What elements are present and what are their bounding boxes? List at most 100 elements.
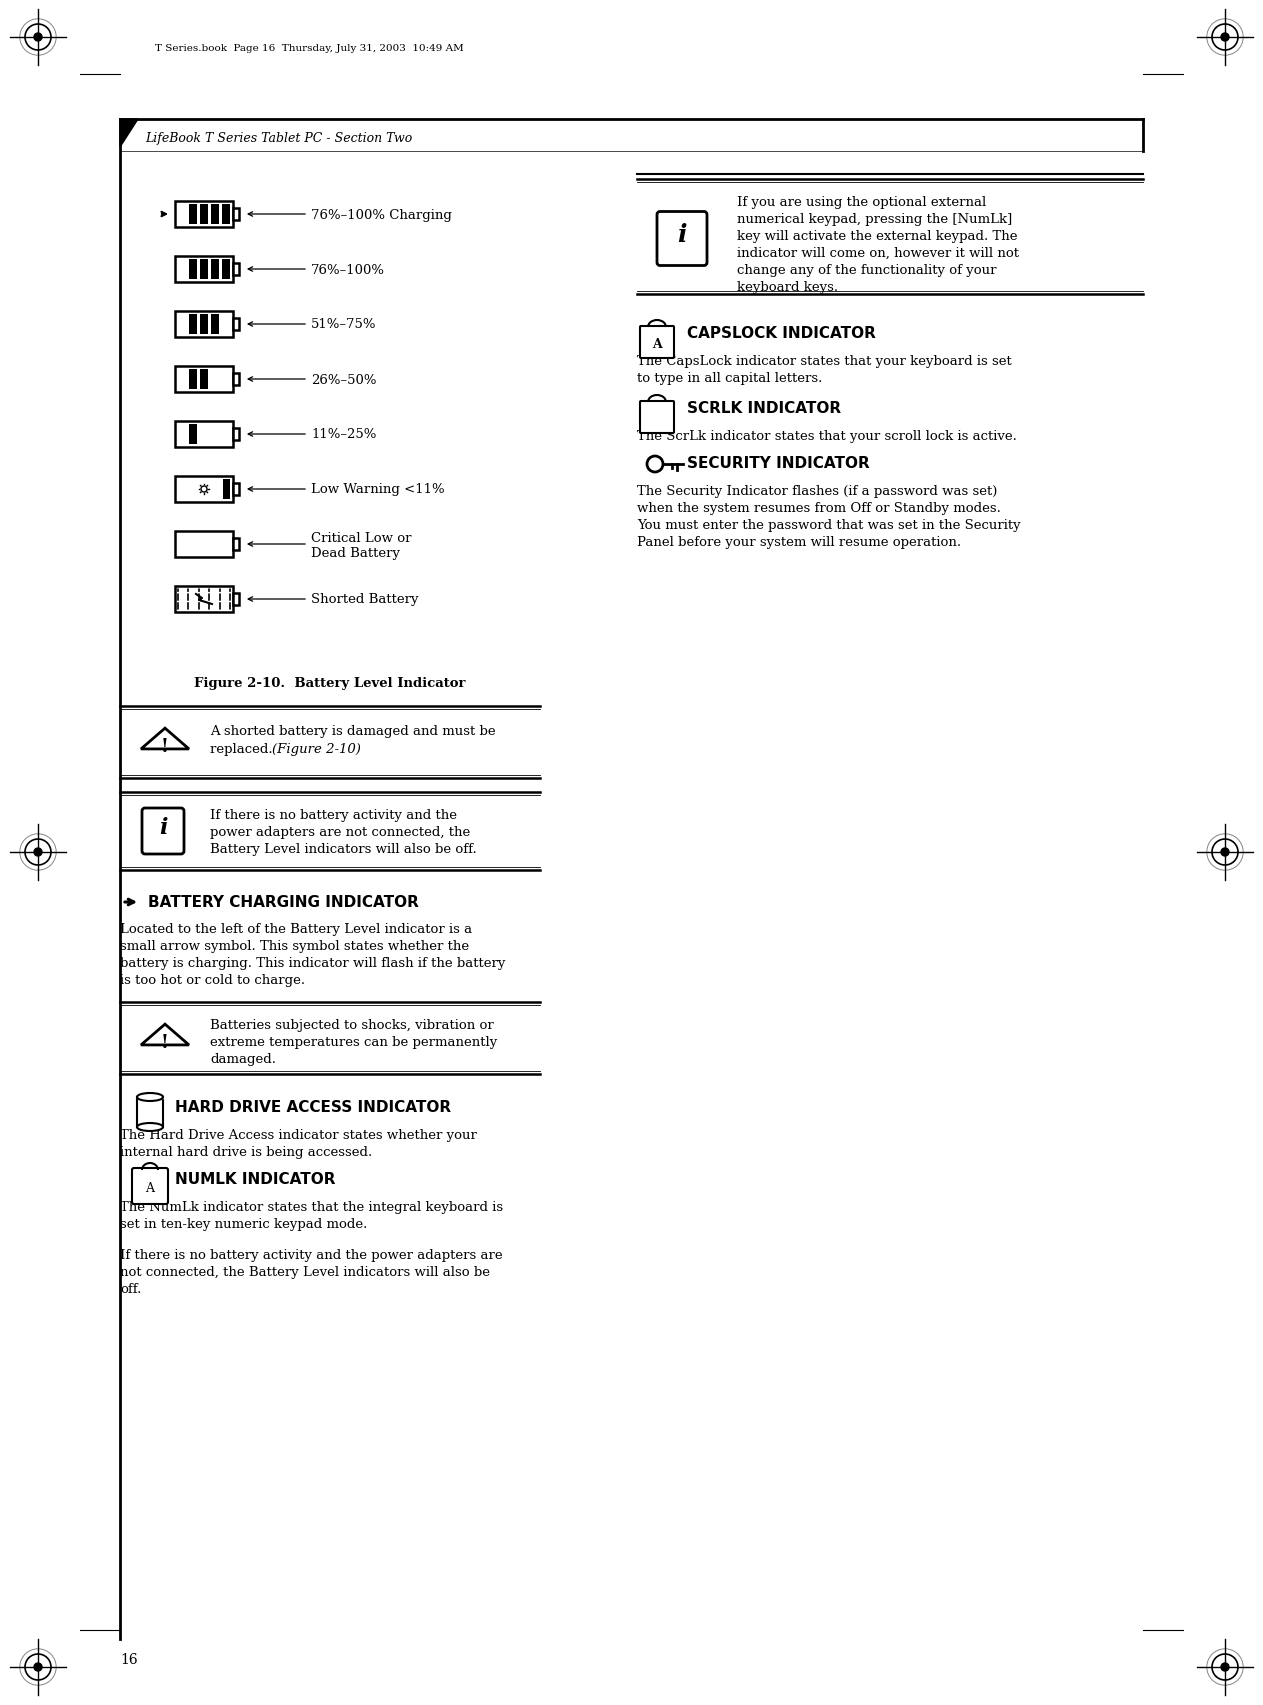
Text: when the system resumes from Off or Standby modes.: when the system resumes from Off or Stan… — [637, 501, 1000, 515]
Bar — [222, 205, 230, 225]
Text: set in ten-key numeric keypad mode.: set in ten-key numeric keypad mode. — [120, 1217, 368, 1231]
Bar — [189, 370, 197, 390]
Text: BATTERY CHARGING INDICATOR: BATTERY CHARGING INDICATOR — [148, 895, 419, 909]
Bar — [211, 315, 218, 334]
Bar — [232, 428, 239, 440]
Text: SECURITY INDICATOR: SECURITY INDICATOR — [687, 455, 870, 471]
Bar — [200, 259, 208, 280]
Text: A shorted battery is damaged and must be: A shorted battery is damaged and must be — [210, 725, 495, 738]
Circle shape — [1207, 1649, 1243, 1685]
Text: 76%–100%: 76%–100% — [311, 263, 385, 276]
Text: indicator will come on, however it will not: indicator will come on, however it will … — [738, 247, 1019, 259]
Text: Panel before your system will resume operation.: Panel before your system will resume ope… — [637, 535, 961, 549]
Bar — [176, 421, 232, 448]
Text: If there is no battery activity and the: If there is no battery activity and the — [210, 808, 457, 822]
Circle shape — [21, 20, 56, 55]
Bar — [232, 319, 239, 331]
Text: numerical keypad, pressing the [NumLk]: numerical keypad, pressing the [NumLk] — [738, 213, 1012, 225]
Bar — [222, 259, 230, 280]
Text: You must enter the password that was set in the Security: You must enter the password that was set… — [637, 518, 1021, 532]
Text: Figure 2-10.  Battery Level Indicator: Figure 2-10. Battery Level Indicator — [195, 677, 466, 689]
Text: keyboard keys.: keyboard keys. — [738, 281, 839, 293]
Bar — [232, 539, 239, 551]
Bar — [176, 532, 232, 558]
Circle shape — [34, 849, 42, 856]
Bar — [224, 479, 230, 500]
Text: battery is charging. This indicator will flash if the battery: battery is charging. This indicator will… — [120, 957, 505, 970]
Text: is too hot or cold to charge.: is too hot or cold to charge. — [120, 974, 306, 987]
Text: 51%–75%: 51%–75% — [311, 319, 376, 331]
Text: Located to the left of the Battery Level indicator is a: Located to the left of the Battery Level… — [120, 922, 472, 936]
Text: power adapters are not connected, the: power adapters are not connected, the — [210, 825, 470, 839]
Circle shape — [201, 486, 207, 493]
Bar — [232, 373, 239, 385]
Text: (Figure 2-10): (Figure 2-10) — [272, 743, 361, 755]
Text: The CapsLock indicator states that your keyboard is set: The CapsLock indicator states that your … — [637, 355, 1012, 368]
Circle shape — [21, 835, 56, 870]
Text: Shorted Battery: Shorted Battery — [311, 593, 418, 607]
Circle shape — [1207, 835, 1242, 870]
Bar — [176, 367, 232, 392]
FancyBboxPatch shape — [141, 808, 184, 854]
Text: Dead Battery: Dead Battery — [311, 547, 400, 561]
Bar — [200, 205, 208, 225]
Bar — [232, 484, 239, 496]
Text: NUMLK INDICATOR: NUMLK INDICATOR — [176, 1171, 336, 1187]
Bar — [176, 477, 232, 503]
Text: Low Warning <11%: Low Warning <11% — [311, 483, 445, 496]
Text: CAPSLOCK INDICATOR: CAPSLOCK INDICATOR — [687, 326, 875, 341]
Circle shape — [1221, 34, 1229, 43]
Circle shape — [1207, 20, 1242, 55]
Text: If there is no battery activity and the power adapters are: If there is no battery activity and the … — [120, 1248, 503, 1262]
Text: LifeBook T Series Tablet PC - Section Two: LifeBook T Series Tablet PC - Section Tw… — [145, 131, 412, 145]
Text: replaced.: replaced. — [210, 743, 277, 755]
Text: The ScrLk indicator states that your scroll lock is active.: The ScrLk indicator states that your scr… — [637, 430, 1017, 443]
Text: extreme temperatures can be permanently: extreme temperatures can be permanently — [210, 1035, 498, 1049]
Bar — [189, 425, 197, 445]
Text: change any of the functionality of your: change any of the functionality of your — [738, 264, 997, 276]
FancyBboxPatch shape — [657, 213, 707, 266]
Text: The NumLk indicator states that the integral keyboard is: The NumLk indicator states that the inte… — [120, 1200, 503, 1214]
Polygon shape — [120, 119, 138, 148]
Circle shape — [20, 834, 56, 871]
Bar — [232, 264, 239, 276]
Text: T Series.book  Page 16  Thursday, July 31, 2003  10:49 AM: T Series.book Page 16 Thursday, July 31,… — [155, 43, 464, 53]
Bar — [200, 315, 208, 334]
Bar — [176, 201, 232, 228]
Text: key will activate the external keypad. The: key will activate the external keypad. T… — [738, 230, 1018, 242]
Circle shape — [1207, 20, 1243, 56]
Circle shape — [34, 34, 42, 43]
Text: not connected, the Battery Level indicators will also be: not connected, the Battery Level indicat… — [120, 1265, 490, 1279]
Text: If you are using the optional external: If you are using the optional external — [738, 196, 986, 210]
Text: off.: off. — [120, 1282, 141, 1296]
Bar — [211, 259, 218, 280]
Text: 76%–100% Charging: 76%–100% Charging — [311, 208, 452, 222]
Bar — [189, 315, 197, 334]
Text: !: ! — [162, 1033, 169, 1052]
Text: SCRLK INDICATOR: SCRLK INDICATOR — [687, 401, 841, 416]
Bar — [232, 210, 239, 222]
Text: Batteries subjected to shocks, vibration or: Batteries subjected to shocks, vibration… — [210, 1018, 494, 1032]
Ellipse shape — [136, 1093, 163, 1101]
Circle shape — [1221, 849, 1229, 856]
Circle shape — [20, 20, 56, 56]
FancyBboxPatch shape — [640, 327, 674, 358]
Ellipse shape — [136, 1124, 163, 1132]
Text: The Hard Drive Access indicator states whether your: The Hard Drive Access indicator states w… — [120, 1129, 477, 1141]
Bar — [211, 205, 218, 225]
Text: Critical Low or: Critical Low or — [311, 532, 412, 544]
Text: damaged.: damaged. — [210, 1052, 277, 1066]
Bar — [232, 593, 239, 605]
Text: small arrow symbol. This symbol states whether the: small arrow symbol. This symbol states w… — [120, 939, 469, 953]
Text: to type in all capital letters.: to type in all capital letters. — [637, 372, 822, 385]
Text: i: i — [677, 223, 687, 247]
Bar — [200, 370, 208, 390]
Circle shape — [1221, 1662, 1229, 1671]
Bar — [189, 259, 197, 280]
Text: 16: 16 — [120, 1652, 138, 1666]
Circle shape — [1207, 1650, 1242, 1685]
Text: Battery Level indicators will also be off.: Battery Level indicators will also be of… — [210, 842, 476, 856]
Text: !: ! — [162, 738, 169, 755]
Text: A: A — [145, 1182, 154, 1193]
Bar — [176, 587, 232, 612]
